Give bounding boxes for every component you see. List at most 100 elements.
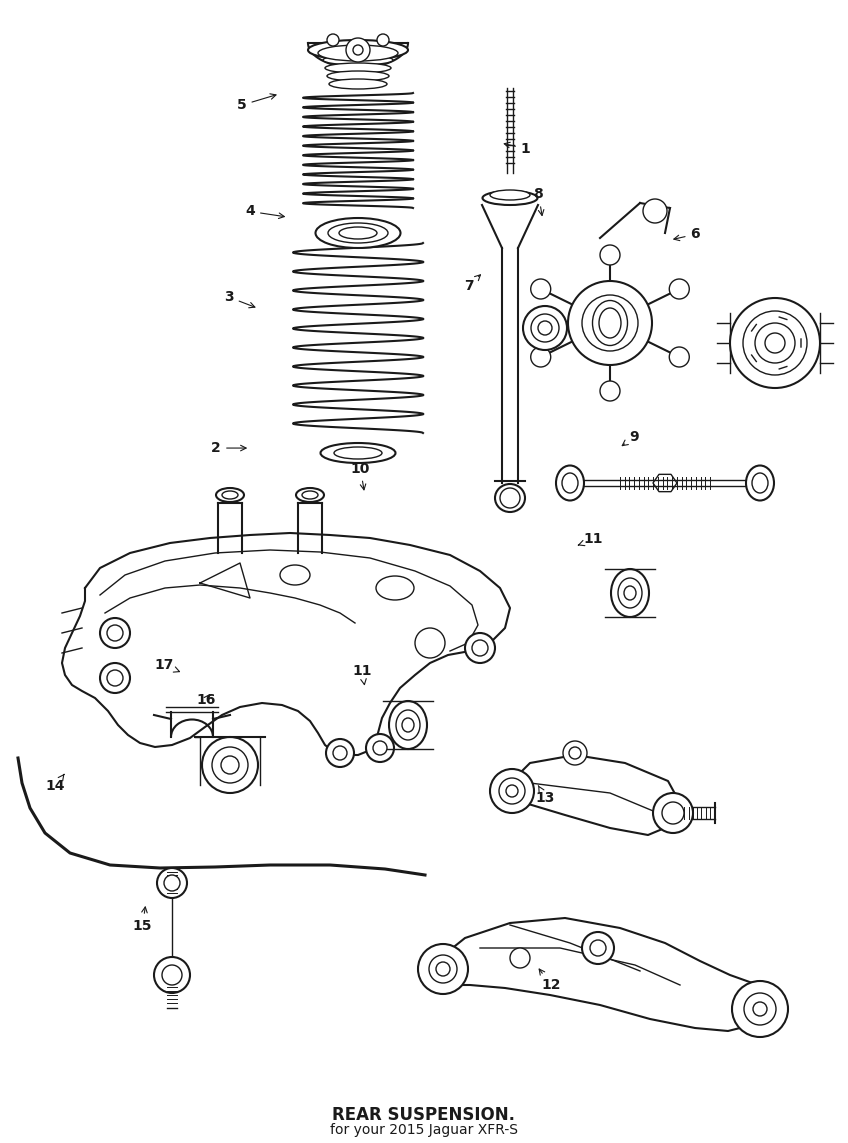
Ellipse shape xyxy=(752,473,768,493)
Circle shape xyxy=(730,298,820,387)
Circle shape xyxy=(418,944,468,994)
Ellipse shape xyxy=(315,218,400,248)
Circle shape xyxy=(377,34,389,46)
Ellipse shape xyxy=(302,491,318,499)
Ellipse shape xyxy=(328,223,388,243)
Circle shape xyxy=(743,311,807,375)
Ellipse shape xyxy=(216,488,244,502)
Circle shape xyxy=(326,740,354,767)
Circle shape xyxy=(373,741,387,756)
Ellipse shape xyxy=(329,79,387,89)
Circle shape xyxy=(490,769,534,813)
Ellipse shape xyxy=(611,569,649,617)
Text: 12: 12 xyxy=(539,969,561,992)
Circle shape xyxy=(569,748,581,759)
Circle shape xyxy=(100,663,130,693)
Circle shape xyxy=(164,876,180,892)
Ellipse shape xyxy=(618,578,642,608)
Ellipse shape xyxy=(396,710,420,740)
Ellipse shape xyxy=(308,40,408,59)
Text: 4: 4 xyxy=(245,205,284,218)
Ellipse shape xyxy=(402,718,414,732)
Circle shape xyxy=(563,741,587,765)
Circle shape xyxy=(333,746,347,760)
Circle shape xyxy=(568,281,652,365)
Circle shape xyxy=(366,734,394,762)
Circle shape xyxy=(212,748,248,783)
Text: 15: 15 xyxy=(133,906,152,933)
Ellipse shape xyxy=(318,45,398,61)
Circle shape xyxy=(506,785,518,797)
Text: 3: 3 xyxy=(224,290,255,307)
Ellipse shape xyxy=(327,71,389,81)
Circle shape xyxy=(753,1002,767,1016)
Ellipse shape xyxy=(483,191,538,205)
Circle shape xyxy=(100,618,130,648)
Ellipse shape xyxy=(280,565,310,585)
Ellipse shape xyxy=(339,227,377,239)
Circle shape xyxy=(327,34,339,46)
Text: 17: 17 xyxy=(154,658,180,672)
Text: 11: 11 xyxy=(578,533,603,546)
Text: 6: 6 xyxy=(674,227,700,241)
Text: 8: 8 xyxy=(533,187,544,216)
Circle shape xyxy=(415,628,445,658)
Circle shape xyxy=(162,965,182,985)
Circle shape xyxy=(600,245,620,265)
Circle shape xyxy=(643,199,667,223)
Text: 13: 13 xyxy=(536,785,555,805)
Circle shape xyxy=(500,488,520,507)
Circle shape xyxy=(582,295,638,351)
Circle shape xyxy=(107,670,123,686)
Text: 2: 2 xyxy=(211,441,246,455)
Ellipse shape xyxy=(222,491,238,499)
Circle shape xyxy=(429,956,457,983)
Ellipse shape xyxy=(376,576,414,600)
Circle shape xyxy=(653,793,693,833)
Circle shape xyxy=(765,333,785,353)
Ellipse shape xyxy=(624,586,636,600)
Ellipse shape xyxy=(334,447,382,459)
Text: 7: 7 xyxy=(464,274,481,293)
Circle shape xyxy=(472,640,488,656)
Circle shape xyxy=(669,279,689,299)
Circle shape xyxy=(107,625,123,641)
Circle shape xyxy=(582,932,614,964)
Ellipse shape xyxy=(325,63,391,73)
Circle shape xyxy=(662,802,684,824)
Circle shape xyxy=(510,948,530,968)
Circle shape xyxy=(346,38,370,62)
Ellipse shape xyxy=(556,465,584,501)
Ellipse shape xyxy=(296,488,324,502)
Circle shape xyxy=(732,981,788,1037)
Ellipse shape xyxy=(321,443,395,463)
Circle shape xyxy=(531,347,550,367)
Text: 5: 5 xyxy=(237,94,276,112)
Text: 14: 14 xyxy=(46,774,64,793)
Circle shape xyxy=(221,756,239,774)
Circle shape xyxy=(157,868,187,898)
Circle shape xyxy=(538,321,552,335)
Text: 9: 9 xyxy=(622,430,639,446)
Circle shape xyxy=(499,778,525,804)
Circle shape xyxy=(465,633,495,663)
Circle shape xyxy=(669,347,689,367)
Ellipse shape xyxy=(389,701,427,749)
Circle shape xyxy=(436,962,450,976)
Ellipse shape xyxy=(746,465,774,501)
Circle shape xyxy=(353,45,363,55)
Ellipse shape xyxy=(562,473,578,493)
Circle shape xyxy=(600,381,620,401)
Ellipse shape xyxy=(593,301,628,345)
Ellipse shape xyxy=(323,55,393,65)
Circle shape xyxy=(154,957,190,993)
Ellipse shape xyxy=(495,483,525,512)
Text: REAR SUSPENSION.: REAR SUSPENSION. xyxy=(332,1106,516,1124)
Circle shape xyxy=(744,993,776,1025)
Circle shape xyxy=(590,940,606,956)
Text: 11: 11 xyxy=(353,664,371,685)
Circle shape xyxy=(523,306,567,350)
Text: 16: 16 xyxy=(197,693,215,706)
Text: 1: 1 xyxy=(505,142,531,155)
Circle shape xyxy=(755,323,795,363)
